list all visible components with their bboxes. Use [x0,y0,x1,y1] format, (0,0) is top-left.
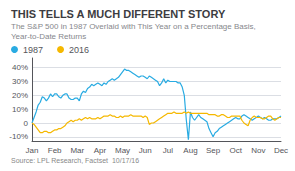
svg-text:The S&P 500 in 1987 Overlaid w: The S&P 500 in 1987 Overlaid with This Y… [11,22,258,31]
svg-text:Jun: Jun [139,146,152,155]
svg-text:Jul: Jul [163,146,173,155]
svg-text:Jan: Jan [26,146,39,155]
svg-text:May: May [115,146,130,155]
svg-text:-10%: -10% [9,132,28,141]
svg-text:20%: 20% [12,91,28,100]
svg-text:0: 0 [24,119,29,128]
svg-text:Year-to-Date Returns: Year-to-Date Returns [11,32,86,41]
svg-text:Mar: Mar [70,146,84,155]
svg-text:Source: LPL Research, Factset: Source: LPL Research, Factset 10/17/16 [11,157,139,164]
svg-text:Aug: Aug [183,146,197,155]
svg-text:Dec: Dec [274,146,288,155]
svg-text:Oct: Oct [230,146,243,155]
svg-text:2016: 2016 [69,45,89,55]
svg-text:Feb: Feb [48,146,62,155]
svg-text:10%: 10% [12,105,28,114]
svg-text:Nov: Nov [251,146,265,155]
svg-text:THIS TELLS A MUCH DIFFERENT ST: THIS TELLS A MUCH DIFFERENT STORY [11,8,226,20]
svg-text:40%: 40% [12,63,28,72]
svg-text:Sep: Sep [206,146,221,155]
svg-text:1987: 1987 [23,45,43,55]
svg-text:Apr: Apr [94,146,107,155]
svg-text:30%: 30% [12,77,28,86]
